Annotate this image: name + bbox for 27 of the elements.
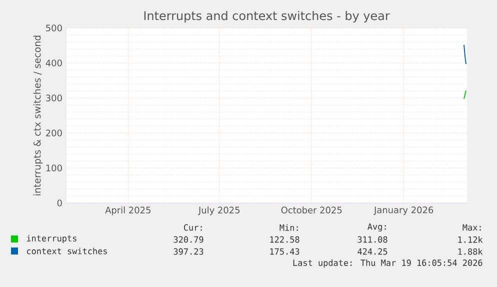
text: 1.88k [458,248,483,255]
x-tick-label: April 2025 [105,206,150,216]
text: Cur: [184,224,202,231]
y-tick-label: 500 [46,24,62,32]
y-tick-label: 200 [46,130,62,136]
text: Min: [280,224,298,231]
legend-label: interrupts [26,234,76,244]
text: 320.79 [174,236,204,243]
y-axis-title: interrupts & ctx switches / second [33,36,43,196]
text: Last update: Thu Mar 19 16:05:54 2026 [293,259,482,268]
text: 1.12k [458,236,483,243]
legend-label: context switches [27,248,107,254]
text: Avg: [368,224,386,232]
chart-title: Interrupts and context switches - by year [144,10,390,22]
y-tick-label: 100 [46,164,62,172]
x-tick-label: October 2025 [281,206,342,214]
text: 311.08 [358,236,388,243]
y-tick-label: 0 [57,200,62,206]
x-tick-label: January 2026 [374,206,434,216]
text: Max: [462,224,481,231]
text: 175.43 [270,248,300,255]
text: 122.58 [270,236,300,243]
text: 424.25 [358,248,388,255]
x-tick-label: July 2025 [198,206,240,216]
y-tick-label: 400 [46,60,62,66]
text: 397.23 [174,248,204,255]
y-tick-label: 300 [46,94,62,102]
